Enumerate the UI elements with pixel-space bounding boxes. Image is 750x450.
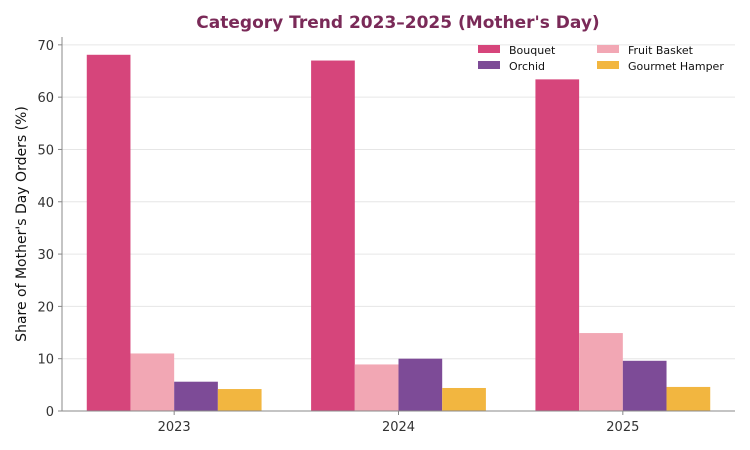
x-tick-label: 2024 — [382, 420, 415, 435]
bar-bouquet-2024 — [311, 60, 355, 412]
legend-label: Gourmet Hamper — [628, 60, 724, 73]
legend-swatch — [478, 61, 500, 69]
bars — [86, 54, 711, 412]
y-tick-label: 60 — [37, 91, 54, 106]
bar-orchid-2024 — [398, 358, 443, 411]
bar-orchid-2023 — [174, 381, 218, 411]
bar-fruit-basket-2024 — [354, 364, 399, 411]
y-tick-label: 20 — [37, 300, 54, 315]
bar-gourmet-hamper-2024 — [442, 387, 486, 411]
y-tick-label: 50 — [37, 143, 54, 158]
y-tick-label: 0 — [46, 405, 54, 420]
y-tick-label: 40 — [37, 196, 54, 211]
legend-swatch — [597, 61, 619, 69]
legend: Bouquet Fruit Basket Orchid Gourmet Hamper — [478, 44, 724, 73]
bar-gourmet-hamper-2023 — [217, 389, 262, 411]
x-tick-labels: 2023 2024 2025 — [158, 411, 639, 435]
bar-orchid-2025 — [622, 360, 667, 411]
bar-bouquet-2025 — [535, 79, 580, 411]
y-tick-label: 70 — [37, 39, 54, 54]
legend-swatch — [478, 45, 500, 53]
grid-lines — [62, 44, 735, 360]
legend-label: Fruit Basket — [628, 44, 694, 57]
chart-title: Category Trend 2023–2025 (Mother's Day) — [196, 13, 599, 33]
y-axis-label: Share of Mother's Day Orders (%) — [14, 106, 30, 342]
bar-bouquet-2023 — [86, 54, 131, 412]
y-tick-label: 30 — [37, 248, 54, 263]
y-tick-labels: 0 10 20 30 40 50 60 70 — [37, 39, 62, 420]
bar-gourmet-hamper-2025 — [666, 386, 711, 411]
bar-fruit-basket-2023 — [130, 353, 175, 411]
y-tick-label: 10 — [37, 353, 54, 368]
legend-label: Orchid — [509, 60, 545, 73]
legend-swatch — [597, 45, 619, 53]
x-tick-label: 2025 — [606, 420, 639, 435]
bar-fruit-basket-2025 — [579, 333, 623, 411]
x-tick-label: 2023 — [158, 420, 191, 435]
legend-label: Bouquet — [509, 44, 556, 57]
